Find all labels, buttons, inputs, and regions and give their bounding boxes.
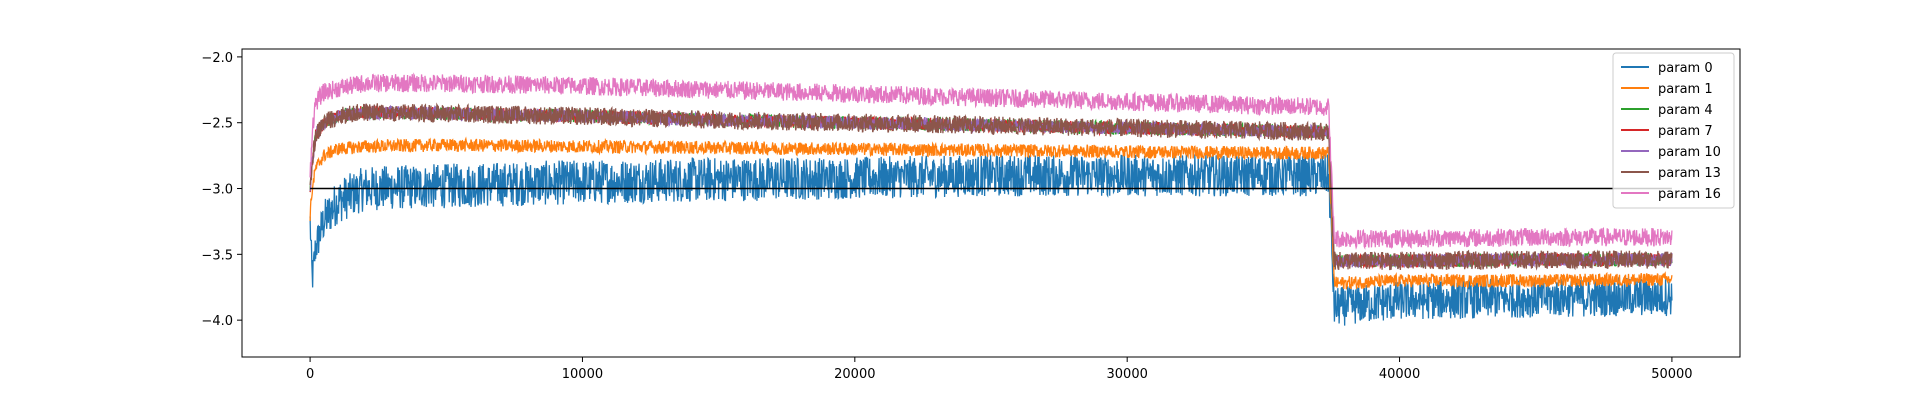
y-tick-label: −2.5 [201, 117, 233, 132]
legend-label: param 7 [1658, 124, 1713, 139]
axes-frame [241, 48, 1741, 358]
y-axis: −2.0 −2.5 −3.0 −3.5 −4.0 [201, 51, 242, 329]
legend-label: param 1 [1658, 82, 1713, 97]
series-line-param-0 [309, 154, 1673, 326]
legend: param 0 param 1 param 4 param 7 param 10 para… [1612, 52, 1735, 209]
x-tick-label: 0 [306, 367, 314, 382]
x-tick-label: 50000 [1651, 367, 1692, 382]
series-line-param-16 [309, 72, 1673, 250]
legend-label: param 4 [1658, 103, 1713, 118]
y-tick-label: −4.0 [201, 314, 233, 329]
y-tick-label: −3.0 [201, 183, 233, 198]
legend-label: param 16 [1658, 187, 1721, 202]
x-tick-label: 10000 [562, 367, 603, 382]
legend-label: param 13 [1658, 166, 1721, 181]
x-axis: 0 10000 20000 30000 40000 50000 [306, 357, 1693, 382]
legend-label: param 10 [1658, 145, 1721, 160]
series-line-param-13 [309, 102, 1673, 271]
series-layer [309, 72, 1673, 326]
x-tick-label: 40000 [1379, 367, 1420, 382]
legend-box [1612, 52, 1735, 209]
x-tick-label: 30000 [1107, 367, 1148, 382]
y-tick-label: −3.5 [201, 248, 233, 263]
y-tick-label: −2.0 [201, 51, 233, 66]
series-line-param-1 [309, 136, 1673, 290]
legend-label: param 0 [1658, 61, 1713, 76]
plot-area [309, 72, 1673, 326]
x-tick-label: 20000 [834, 367, 875, 382]
